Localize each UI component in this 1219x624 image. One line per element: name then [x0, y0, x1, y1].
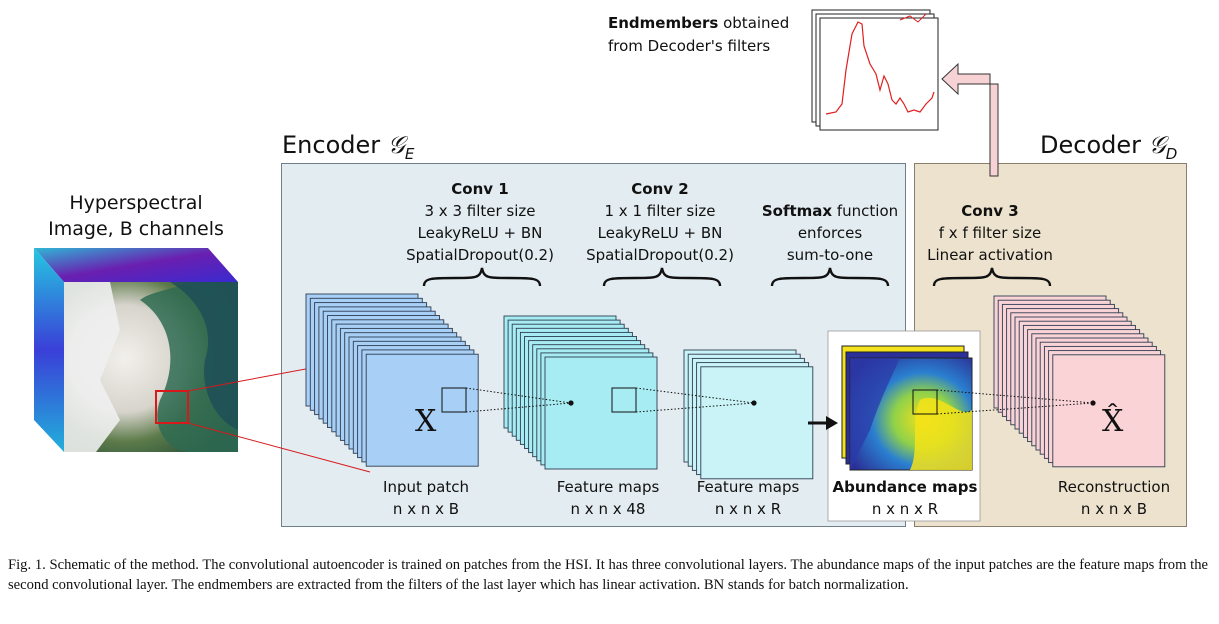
input-patch-layer	[365, 353, 479, 467]
conv1-label: Conv 1 3 x 3 filter size LeakyReLU + BN …	[406, 180, 554, 264]
softmax-label: Softmax function enforces sum-to-one	[761, 202, 899, 264]
conv2-label: Conv 2 1 x 1 filter size LeakyReLU + BN …	[586, 180, 734, 264]
reconstruction-layer	[1052, 354, 1166, 468]
input-symbol: X	[415, 404, 437, 439]
filter-box-fm1	[611, 387, 637, 413]
feature-maps-2-stack	[683, 349, 814, 480]
feature-maps-1-label: Feature maps n x n x 48	[556, 478, 660, 518]
hsi-cube	[34, 248, 238, 452]
endmember-plots	[811, 9, 939, 131]
reconstruction-symbol: X̂	[1102, 404, 1124, 439]
endmember-arrow	[941, 62, 999, 177]
feature-maps-2-label: Feature maps n x n x R	[696, 478, 800, 518]
feature-maps-1-layer	[544, 356, 658, 470]
decoder-title: Decoder 𝒢D	[1040, 131, 1178, 163]
input-patch-stack	[305, 293, 479, 467]
hsi-title: Hyperspectral Image, B channels	[48, 192, 224, 240]
feature-maps-1-stack	[503, 315, 658, 470]
endmembers-label: Endmembers obtained from Decoder's filte…	[608, 14, 790, 55]
braces	[422, 267, 1052, 287]
feature-maps-2-layer	[700, 366, 814, 480]
input-patch-label: Input patch n x n x B	[383, 478, 469, 518]
figure-caption: Fig. 1. Schematic of the method. The con…	[8, 557, 1208, 593]
abundance-maps-stack	[841, 345, 973, 471]
reconstruction-stack	[993, 295, 1166, 468]
conv3-label: Conv 3 f x f filter size Linear activati…	[927, 202, 1053, 264]
abundance-maps-label: Abundance maps n x n x R	[832, 478, 978, 518]
encoder-title: Encoder 𝒢E	[282, 131, 415, 163]
reconstruction-label: Reconstruction n x n x B	[1057, 478, 1171, 518]
filter-box-input	[441, 387, 467, 413]
